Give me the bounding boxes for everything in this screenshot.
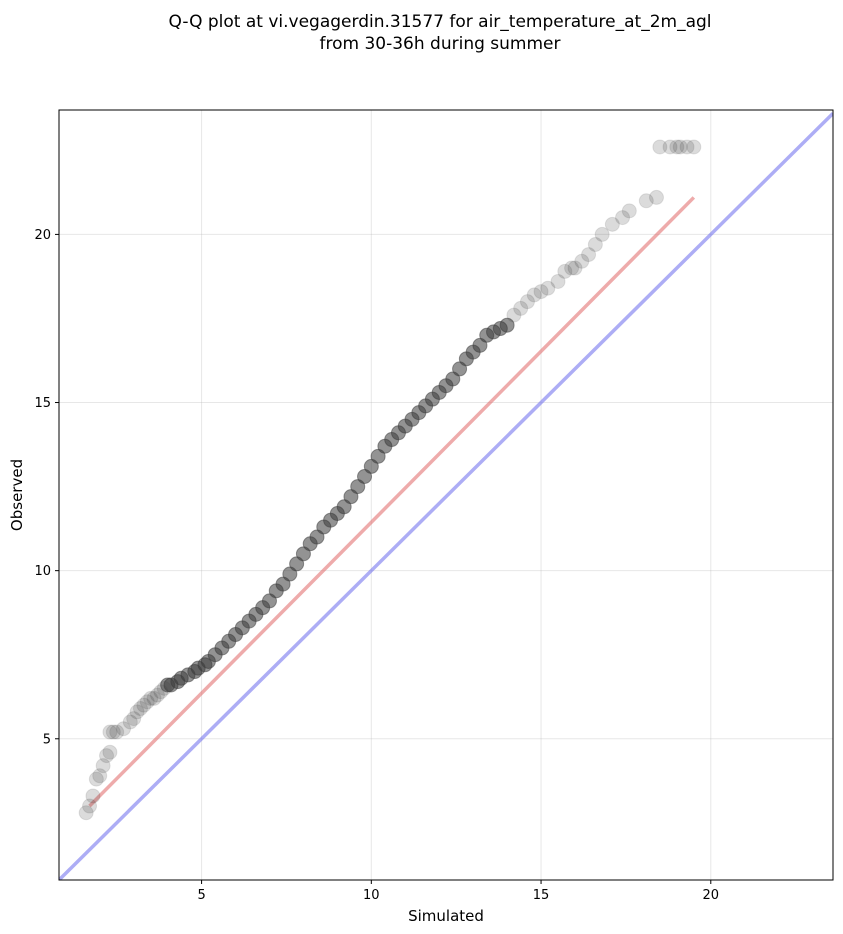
data-point xyxy=(533,284,549,300)
data-point xyxy=(652,139,668,155)
data-point xyxy=(102,724,118,740)
data-point xyxy=(95,758,111,774)
data-point xyxy=(648,189,664,205)
data-point xyxy=(594,226,610,242)
data-point xyxy=(557,263,573,279)
y-axis-label: Observed xyxy=(8,459,26,531)
data-point xyxy=(669,139,685,155)
data-point xyxy=(540,280,556,296)
x-tick-label: 10 xyxy=(363,888,380,903)
data-point xyxy=(109,724,125,740)
data-point xyxy=(85,788,101,804)
data-point xyxy=(567,260,583,276)
data-point xyxy=(146,690,162,706)
data-point xyxy=(88,771,104,787)
data-point xyxy=(672,139,688,155)
x-tick-label: 15 xyxy=(533,888,550,903)
chart-title-line-1: Q-Q plot at vi.vegagerdin.31577 for air_… xyxy=(168,12,711,32)
data-point xyxy=(574,253,590,269)
data-point xyxy=(99,748,115,764)
data-point xyxy=(139,694,155,710)
y-tick-label: 15 xyxy=(34,396,51,411)
data-point xyxy=(621,203,637,219)
data-point xyxy=(136,697,152,713)
grid-lines xyxy=(59,110,833,880)
identity-line xyxy=(59,112,833,880)
data-point xyxy=(122,714,138,730)
data-point xyxy=(105,724,121,740)
x-axis-label: Simulated xyxy=(408,907,484,925)
data-point xyxy=(662,139,678,155)
x-tick-label: 5 xyxy=(197,888,205,903)
y-tick-label: 5 xyxy=(43,732,51,747)
data-point xyxy=(513,300,529,316)
data-point xyxy=(638,193,654,209)
data-point xyxy=(679,139,695,155)
data-point xyxy=(149,687,165,703)
data-point xyxy=(126,711,142,727)
y-tick-label: 10 xyxy=(34,564,51,579)
data-point xyxy=(129,704,145,720)
data-point xyxy=(82,798,98,814)
data-point xyxy=(526,287,542,303)
data-point xyxy=(78,805,94,821)
data-point xyxy=(587,236,603,252)
data-point xyxy=(550,273,566,289)
x-tick-label: 20 xyxy=(703,888,720,903)
data-point xyxy=(143,690,159,706)
data-point xyxy=(499,317,515,333)
y-tick-label: 20 xyxy=(34,228,51,243)
data-point xyxy=(519,294,535,310)
plot-frame xyxy=(58,109,834,881)
data-point xyxy=(615,210,631,226)
data-point xyxy=(686,139,702,155)
axis-ticks: 5 10 15 20 5 10 15 20 xyxy=(34,228,719,903)
data-point xyxy=(116,721,131,737)
fit-line xyxy=(88,196,696,808)
chart-title-line-2: from 30-36h during summer xyxy=(320,34,561,54)
data-point xyxy=(581,247,597,263)
data-point xyxy=(564,260,580,276)
reference-lines xyxy=(59,112,833,880)
data-points xyxy=(78,139,702,821)
data-point xyxy=(92,768,108,784)
data-point xyxy=(604,216,620,232)
data-point xyxy=(102,744,118,760)
data-point xyxy=(132,701,148,717)
data-point xyxy=(506,307,522,323)
